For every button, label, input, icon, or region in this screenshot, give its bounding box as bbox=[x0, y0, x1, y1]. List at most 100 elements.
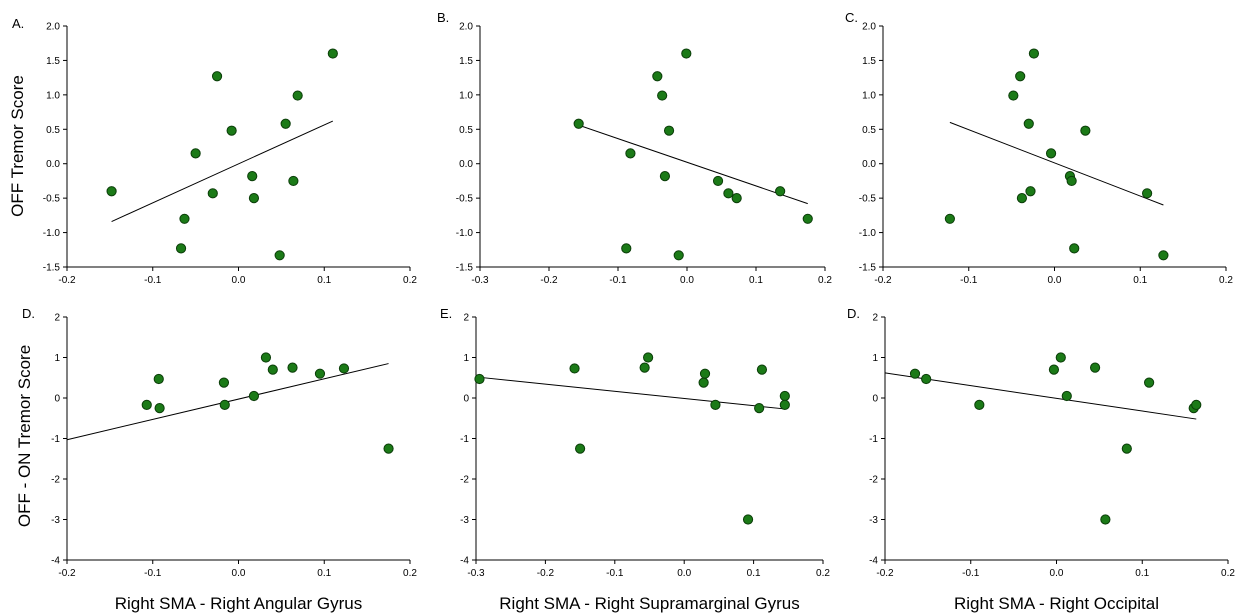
data-point bbox=[909, 368, 921, 379]
scatter-panel-5: -4 -3 -2 -1 0 1 2 -0.3 -0.2 -0.1 0.0 0.1 0.2 E. Right … bbox=[440, 306, 830, 613]
x-tick-label: 0.2 bbox=[816, 568, 830, 579]
data-point bbox=[274, 250, 285, 261]
y-tick-label: -4 bbox=[460, 556, 469, 567]
data-point bbox=[154, 403, 165, 414]
data-point bbox=[944, 213, 955, 224]
data-point bbox=[1066, 175, 1077, 187]
data-point bbox=[292, 90, 303, 101]
data-point bbox=[226, 125, 237, 136]
y-tick-label: -1 bbox=[460, 434, 469, 445]
data-point bbox=[1048, 364, 1060, 375]
data-point bbox=[327, 48, 338, 59]
data-point bbox=[779, 399, 790, 410]
y-axis-label-bottom-row: OFF - ON Tremor Score bbox=[15, 345, 34, 527]
data-point bbox=[1121, 443, 1132, 454]
data-point bbox=[287, 362, 298, 373]
y-tick-label: 1.0 bbox=[46, 90, 60, 101]
data-point bbox=[207, 188, 218, 199]
x-tick-label: -0.1 bbox=[606, 568, 624, 579]
x-tick-label: 0.0 bbox=[1050, 568, 1064, 579]
x-tick-label: -0.2 bbox=[537, 568, 555, 579]
data-point bbox=[1069, 243, 1080, 254]
y-tick-label: -3 bbox=[869, 515, 878, 526]
x-tick-label: 0.2 bbox=[1219, 275, 1233, 286]
y-tick-label: 1.5 bbox=[46, 56, 60, 67]
data-point bbox=[1045, 148, 1057, 159]
data-point bbox=[775, 186, 786, 197]
y-tick-label: 0.5 bbox=[459, 125, 473, 136]
data-point bbox=[569, 363, 580, 374]
y-tick-label: -3 bbox=[51, 515, 60, 526]
data-point bbox=[211, 71, 223, 82]
x-tick-label: 0.2 bbox=[1221, 568, 1235, 579]
panel-label: B. bbox=[437, 10, 449, 25]
y-tick-label: 2 bbox=[54, 313, 60, 324]
y-axis-label-top-row: OFF Tremor Score bbox=[8, 75, 27, 217]
data-point bbox=[314, 368, 326, 379]
data-point bbox=[1025, 186, 1036, 197]
regression-line bbox=[475, 376, 785, 410]
y-tick-label: -1.5 bbox=[859, 263, 877, 274]
y-tick-label: -2 bbox=[869, 475, 878, 486]
data-point bbox=[573, 118, 584, 129]
data-point bbox=[699, 368, 711, 379]
x-tick-label: -0.1 bbox=[962, 568, 980, 579]
data-point bbox=[1158, 250, 1169, 261]
data-point bbox=[659, 171, 671, 182]
x-tick-label: -0.2 bbox=[874, 275, 892, 286]
y-tick-label: 2 bbox=[872, 313, 878, 324]
x-tick-label: 0.2 bbox=[818, 275, 832, 286]
data-point bbox=[1142, 188, 1153, 199]
x-tick-label: -0.1 bbox=[609, 275, 627, 286]
data-point bbox=[657, 90, 668, 101]
y-tick-label: -1.5 bbox=[43, 263, 61, 274]
y-tick-label: 0.0 bbox=[862, 159, 876, 170]
y-tick-label: -2 bbox=[460, 475, 469, 486]
panel-label: D. bbox=[847, 306, 860, 321]
y-tick-label: -3 bbox=[460, 515, 469, 526]
y-tick-label: -0.5 bbox=[859, 194, 877, 205]
regression-line bbox=[949, 121, 1164, 206]
regression-line bbox=[884, 372, 1197, 420]
y-tick-label: 0.5 bbox=[862, 125, 876, 136]
x-tick-label: 0.0 bbox=[680, 275, 694, 286]
data-point bbox=[280, 118, 291, 129]
panel-label: D. bbox=[22, 306, 35, 321]
data-point bbox=[1055, 352, 1066, 363]
data-point bbox=[1023, 118, 1034, 129]
data-point bbox=[802, 213, 813, 224]
data-point bbox=[731, 193, 742, 204]
x-tick-label: 0.1 bbox=[1135, 568, 1149, 579]
x-tick-label: 0.1 bbox=[1133, 275, 1147, 286]
data-point bbox=[474, 373, 485, 385]
data-point bbox=[1008, 90, 1019, 101]
x-tick-label: -0.2 bbox=[58, 275, 76, 286]
data-point bbox=[260, 352, 272, 363]
y-tick-label: 0.0 bbox=[459, 159, 473, 170]
data-point bbox=[742, 514, 754, 525]
x-tick-label: 0.1 bbox=[749, 275, 763, 286]
data-point bbox=[190, 148, 201, 159]
data-point bbox=[1016, 193, 1028, 204]
y-tick-label: -0.5 bbox=[456, 194, 474, 205]
data-point bbox=[1015, 71, 1026, 82]
x-tick-label: 0.0 bbox=[232, 275, 246, 286]
data-point bbox=[267, 364, 278, 375]
data-point bbox=[1191, 399, 1202, 410]
y-tick-label: -1.0 bbox=[456, 228, 474, 239]
data-point bbox=[179, 213, 190, 224]
y-tick-label: -4 bbox=[51, 556, 60, 567]
scatter-panel-3: -1.5 -1.0 -0.5 0.0 0.5 1.0 1.5 2.0 -0.2 -0.1 0.0 0.… bbox=[845, 10, 1233, 286]
y-tick-label: 1.5 bbox=[862, 56, 876, 67]
panel-label: C. bbox=[845, 10, 858, 25]
y-tick-label: 0 bbox=[54, 394, 60, 405]
data-point bbox=[1100, 514, 1111, 525]
y-tick-label: 0 bbox=[463, 394, 469, 405]
x-tick-label: -0.3 bbox=[467, 568, 485, 579]
x-tick-label: -0.2 bbox=[58, 568, 76, 579]
y-tick-label: -1.0 bbox=[43, 228, 61, 239]
y-tick-label: 1.5 bbox=[459, 56, 473, 67]
data-point bbox=[1080, 125, 1091, 136]
scatter-panel-6: -4 -3 -2 -1 0 1 2 -0.2 -0.1 0.0 0.1 0.2 D. Right SMA … bbox=[847, 306, 1235, 613]
